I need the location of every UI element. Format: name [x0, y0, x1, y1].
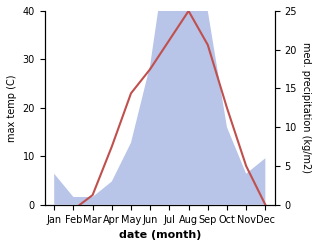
X-axis label: date (month): date (month) — [119, 230, 201, 240]
Y-axis label: med. precipitation (kg/m2): med. precipitation (kg/m2) — [301, 42, 311, 173]
Y-axis label: max temp (C): max temp (C) — [7, 74, 17, 142]
